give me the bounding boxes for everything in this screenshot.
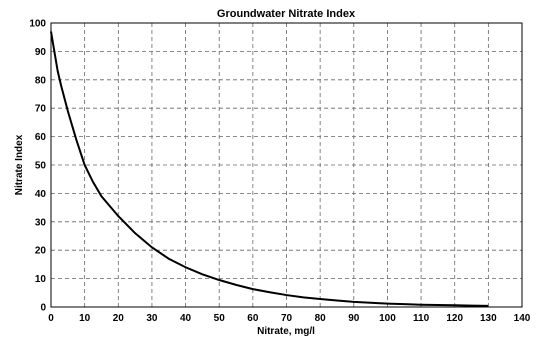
x-tick-label: 50 (214, 313, 226, 324)
y-tick-label: 0 (40, 303, 46, 314)
y-tick-label: 90 (35, 47, 47, 58)
x-tick-label: 90 (348, 313, 360, 324)
x-tick-label: 120 (446, 313, 463, 324)
plot-area-frame (50, 22, 523, 308)
y-tick-label: 70 (35, 104, 47, 115)
y-tick-label: 10 (35, 274, 47, 285)
y-tick-label: 50 (35, 161, 47, 172)
x-tick-label: 30 (146, 313, 158, 324)
y-tick-label: 60 (35, 132, 47, 143)
chart-title: Groundwater Nitrate Index (217, 8, 356, 20)
x-tick-label: 10 (79, 313, 91, 324)
x-tick-label: 110 (413, 313, 430, 324)
tick-labels: 0 10 20 30 40 50 60 70 80 90 100 110 120 130 140 0 10 20 3… (29, 19, 530, 325)
x-tick-label: 20 (113, 313, 125, 324)
x-tick-label: 80 (315, 313, 327, 324)
x-tick-label: 140 (514, 313, 531, 324)
y-tick-label: 40 (35, 189, 47, 200)
x-tick-label: 40 (180, 313, 192, 324)
x-tick-label: 60 (247, 313, 259, 324)
x-tick-label: 0 (48, 313, 54, 324)
y-tick-label: 20 (35, 246, 47, 257)
grid (51, 23, 522, 307)
nitrate-index-curve (50, 31, 489, 307)
y-tick-label: 80 (35, 75, 47, 86)
y-tick-label: 30 (35, 217, 47, 228)
y-tick-label: 100 (29, 19, 46, 30)
x-tick-label: 70 (281, 313, 293, 324)
y-axis-label: Nitrate Index (14, 134, 25, 195)
x-axis-label: Nitrate, mg/l (257, 326, 315, 337)
x-tick-label: 100 (379, 313, 396, 324)
x-tick-label: 130 (480, 313, 497, 324)
